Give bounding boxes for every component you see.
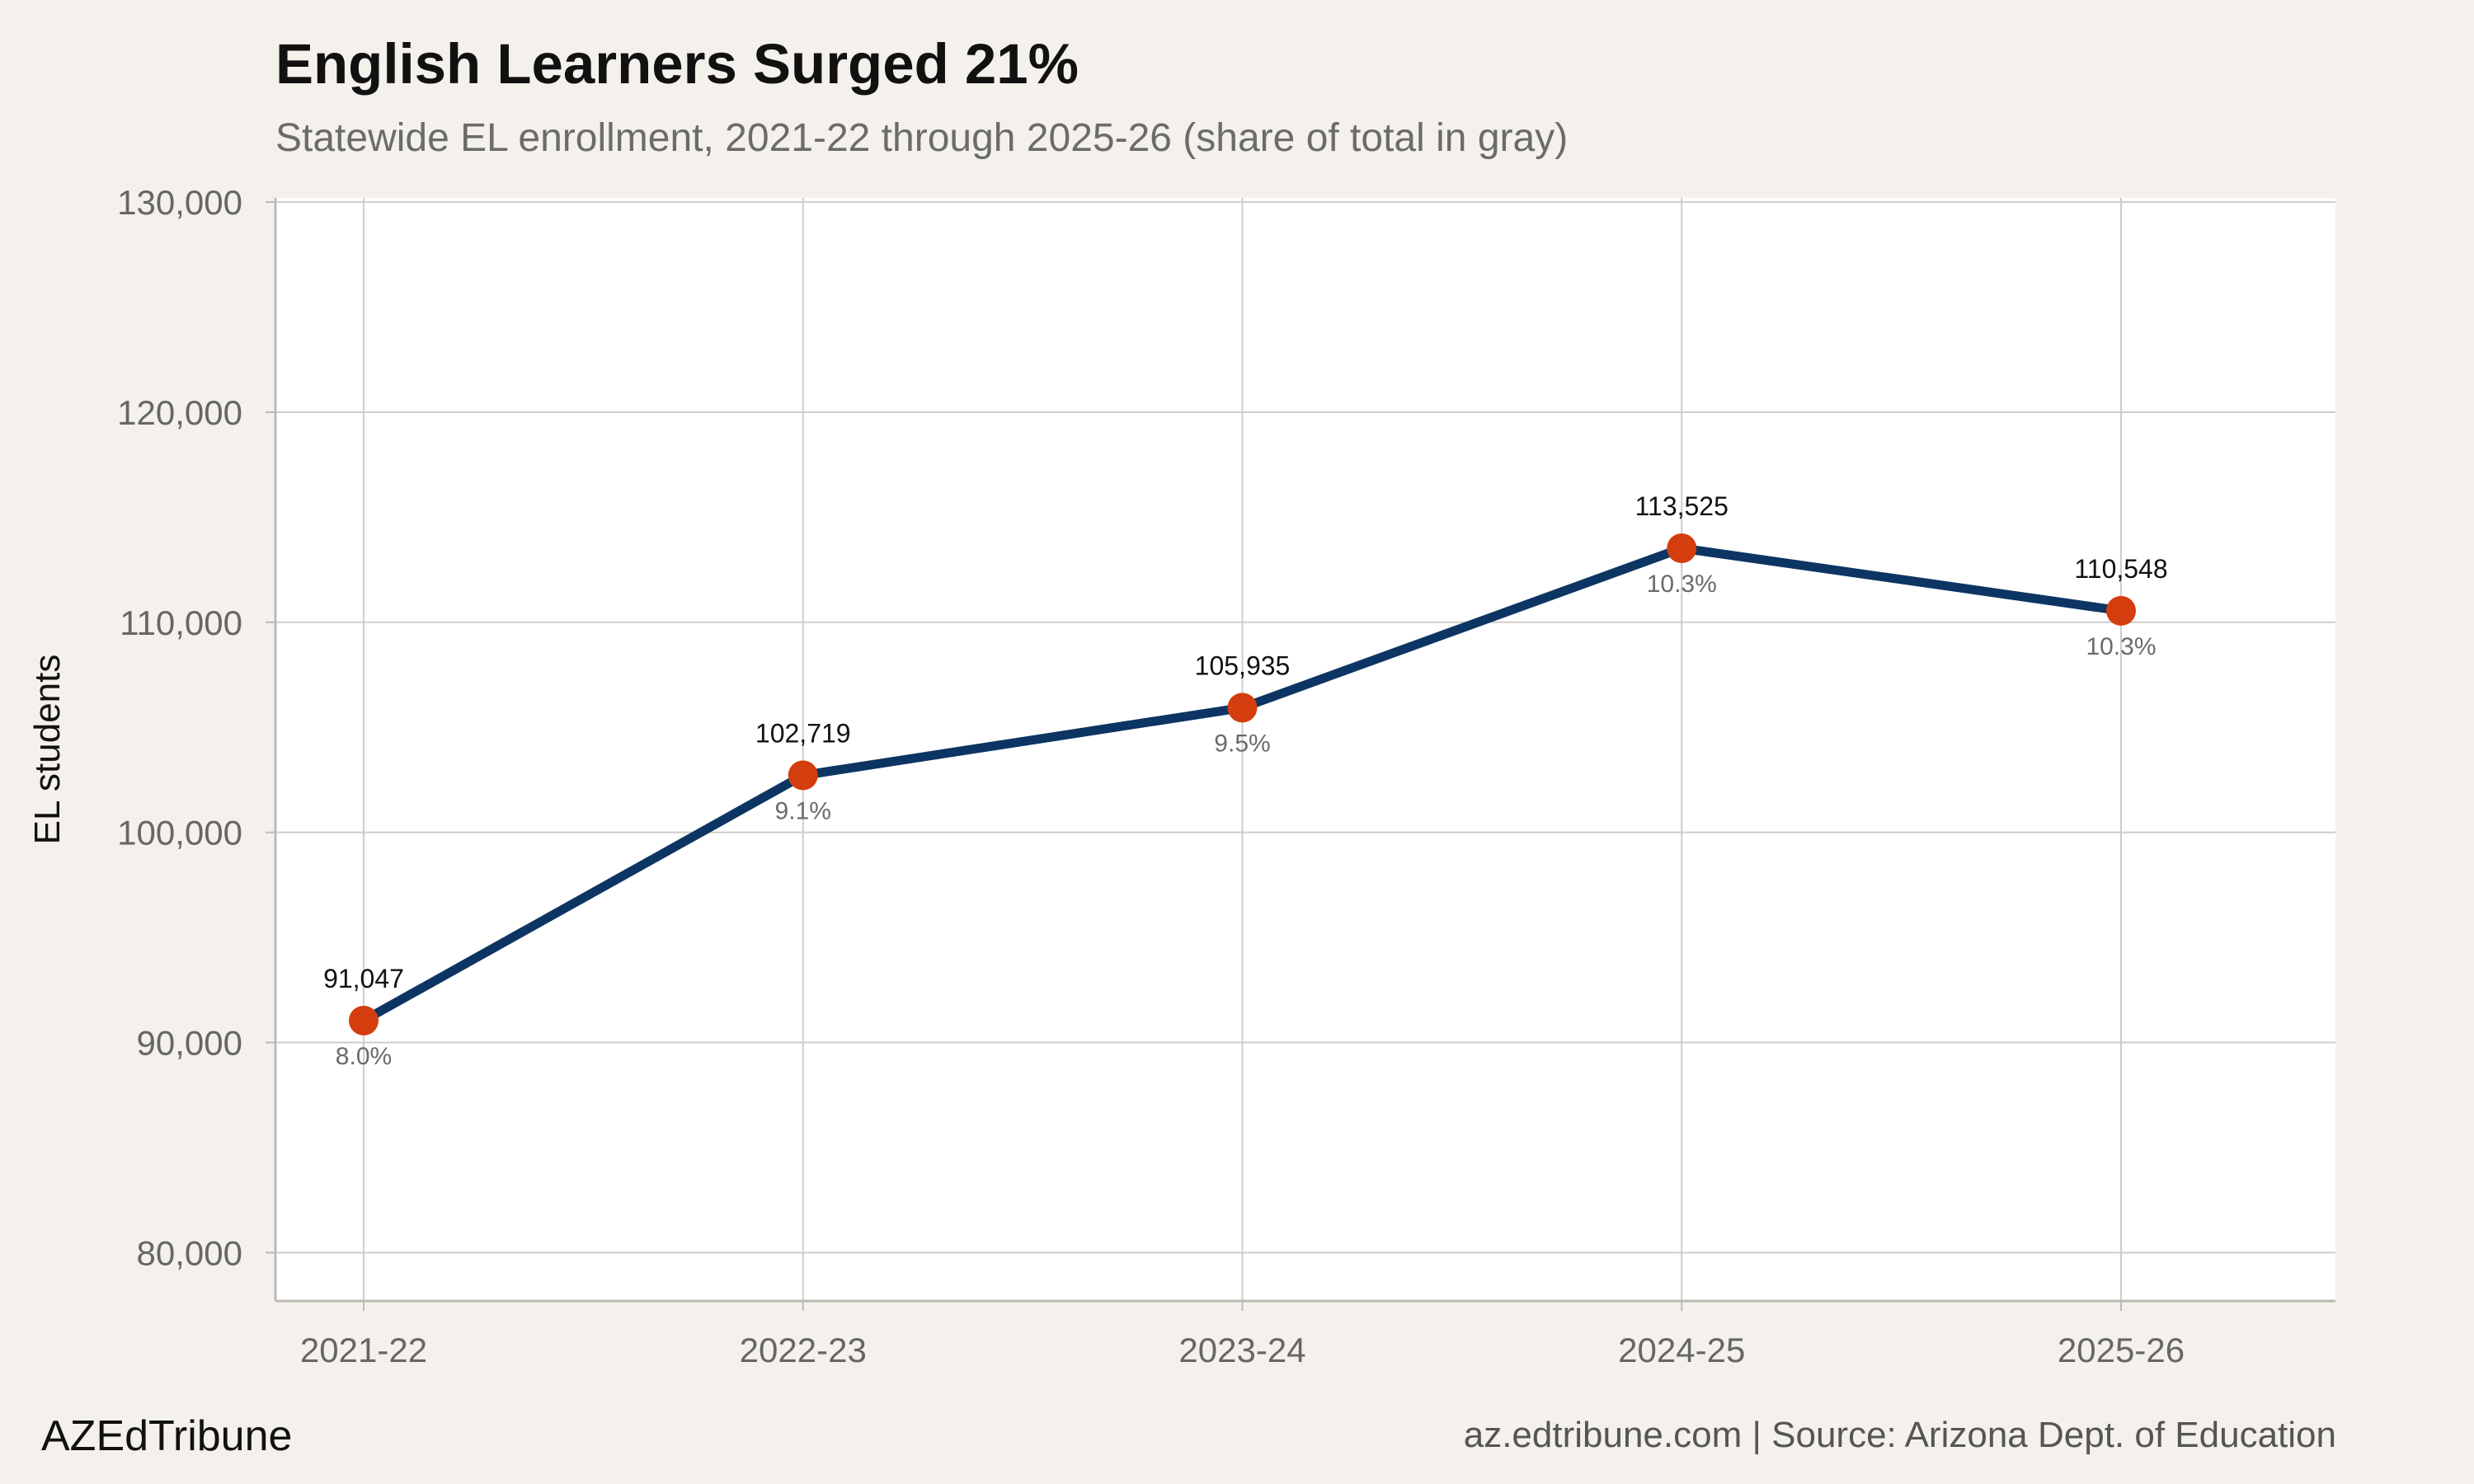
value-label-2021-22: 91,047: [323, 964, 404, 993]
y-tick-label-1: 90,000: [137, 1024, 242, 1063]
x-tick-label-4: 2025-26: [2058, 1331, 2185, 1369]
y-tick-label-5: 130,000: [117, 183, 242, 222]
share-label-2023-24: 9.5%: [1214, 730, 1270, 757]
value-label-2022-23: 102,719: [755, 718, 851, 748]
data-point-2021-22: [349, 1005, 379, 1036]
data-point-2025-26: [2106, 595, 2136, 626]
grid-lines: [275, 198, 2335, 1301]
y-tick-label-2: 100,000: [117, 814, 242, 852]
brand-logo-text: AZEdTribune: [41, 1412, 293, 1460]
x-axis-ticks: 2021-22 2022-23 2023-24 2024-25 2025-26: [300, 1301, 2185, 1369]
plot-panel: [275, 198, 2335, 1301]
data-point-2023-24: [1227, 693, 1258, 723]
data-points: [349, 533, 2136, 1036]
value-label-2024-25: 113,525: [1635, 491, 1729, 521]
x-tick-label-1: 2022-23: [740, 1331, 867, 1369]
y-axis-ticks: 80,000 90,000 100,000 110,000 120,000 130,000: [117, 183, 275, 1272]
y-tick-label-0: 80,000: [137, 1233, 242, 1272]
share-label-2021-22: 8.0%: [336, 1043, 392, 1070]
source-credit: az.edtribune.com | Source: Arizona Dept.…: [1463, 1415, 2336, 1455]
share-label-2024-25: 10.3%: [1647, 571, 1717, 598]
chart-subtitle: Statewide EL enrollment, 2021-22 through…: [275, 116, 1569, 160]
data-point-2022-23: [788, 760, 818, 791]
x-tick-label-2: 2023-24: [1178, 1331, 1305, 1369]
data-point-2024-25: [1667, 533, 1697, 563]
value-label-2025-26: 110,548: [2074, 554, 2167, 584]
share-label-2025-26: 10.3%: [2086, 633, 2156, 660]
x-tick-label-3: 2024-25: [1618, 1331, 1745, 1369]
y-tick-label-4: 120,000: [117, 393, 242, 432]
data-labels: 91,047 8.0% 102,719 9.1% 105,935 9.5% 113,525 1…: [323, 491, 2168, 1070]
x-tick-label-0: 2021-22: [300, 1331, 427, 1369]
y-axis-label: EL students: [27, 655, 68, 845]
axes: [274, 198, 2335, 1303]
value-label-2023-24: 105,935: [1195, 650, 1291, 680]
share-label-2022-23: 9.1%: [775, 797, 831, 824]
chart-title: English Learners Surged 21%: [275, 32, 1079, 96]
y-tick-label-3: 110,000: [120, 603, 242, 642]
